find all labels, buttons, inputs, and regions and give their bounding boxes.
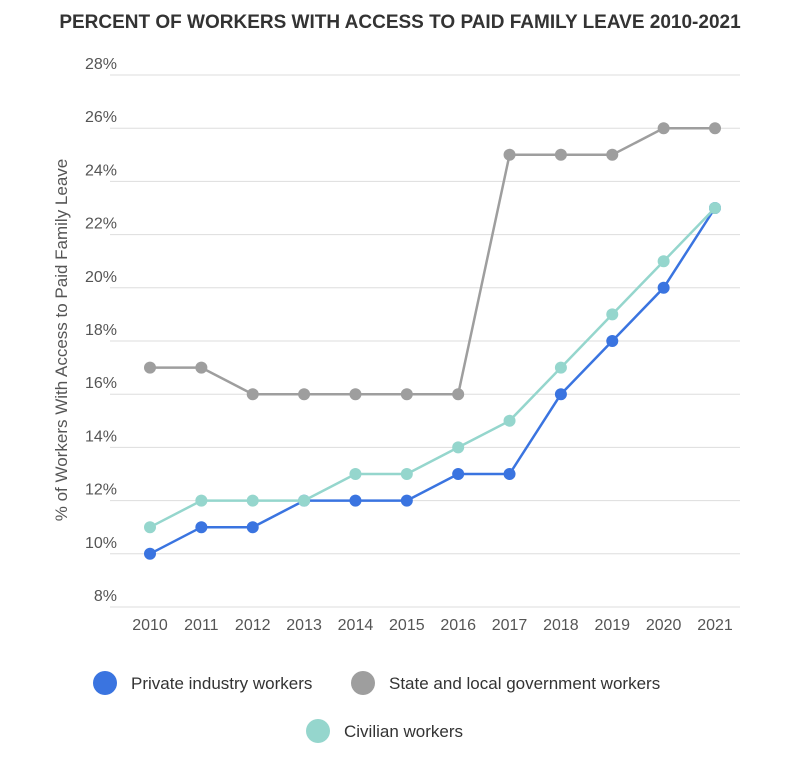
series-line <box>150 126 715 396</box>
x-tick-label: 2018 <box>543 617 579 634</box>
data-point <box>400 494 413 507</box>
legend-label: Civilian workers <box>344 722 463 741</box>
data-point <box>709 122 721 135</box>
legend-marker <box>351 671 375 695</box>
legend-marker <box>93 671 117 695</box>
x-tick-label: 2014 <box>338 617 374 634</box>
y-tick-label: 10% <box>85 535 117 552</box>
y-tick-label: 8% <box>94 588 117 605</box>
data-point <box>298 388 311 401</box>
data-point <box>452 388 465 401</box>
data-point <box>503 148 516 161</box>
y-tick-label: 26% <box>85 109 117 126</box>
data-point <box>349 468 362 480</box>
x-tick-label: 2021 <box>697 617 733 634</box>
y-tick-label: 20% <box>85 269 117 286</box>
data-point <box>606 335 619 347</box>
data-point <box>246 494 259 507</box>
y-tick-label: 16% <box>85 375 117 392</box>
data-point <box>606 308 619 321</box>
data-point <box>349 388 362 401</box>
data-point <box>298 494 311 507</box>
data-point <box>657 255 670 268</box>
data-point <box>195 361 208 374</box>
legend-label: Private industry workers <box>131 674 312 693</box>
data-point <box>144 547 156 560</box>
x-tick-label: 2016 <box>440 617 476 634</box>
data-point <box>246 521 259 534</box>
data-point <box>144 361 156 374</box>
x-tick-label: 2013 <box>286 617 322 634</box>
x-tick-label: 2020 <box>646 617 682 634</box>
y-tick-label: 14% <box>85 428 117 445</box>
x-tick-label: 2015 <box>389 617 425 634</box>
data-point <box>246 388 259 401</box>
chart-title: PERCENT OF WORKERS WITH ACCESS TO PAID F… <box>59 12 741 33</box>
data-point <box>144 521 156 534</box>
y-tick-label: 28% <box>85 56 117 73</box>
data-point <box>195 494 208 507</box>
data-point <box>503 468 516 480</box>
x-tick-label: 2012 <box>235 617 271 634</box>
legend-label: State and local government workers <box>389 674 660 693</box>
x-tick-label: 2019 <box>594 617 630 634</box>
data-point <box>657 281 670 294</box>
y-tick-label: 12% <box>85 482 117 499</box>
y-tick-label: 24% <box>85 162 117 179</box>
x-tick-label: 2010 <box>132 617 168 634</box>
data-point <box>554 388 567 401</box>
data-point <box>349 494 362 507</box>
data-point <box>657 122 670 135</box>
y-axis-label: % of Workers With Access to Paid Family … <box>52 159 71 521</box>
data-point <box>452 468 465 480</box>
data-point <box>503 414 516 427</box>
x-tick-label: 2017 <box>492 617 528 634</box>
data-point <box>606 148 619 161</box>
legend-marker <box>306 719 330 743</box>
data-point <box>554 148 567 161</box>
x-tick-label: 2011 <box>184 617 219 634</box>
data-point <box>452 441 465 454</box>
y-tick-label: 22% <box>85 216 117 233</box>
series-line <box>149 207 717 555</box>
y-tick-label: 18% <box>85 322 117 339</box>
data-point <box>554 361 567 374</box>
data-point <box>709 202 721 214</box>
series-line <box>149 207 716 529</box>
data-point <box>195 521 208 534</box>
data-point <box>400 468 413 480</box>
data-point <box>400 388 413 401</box>
